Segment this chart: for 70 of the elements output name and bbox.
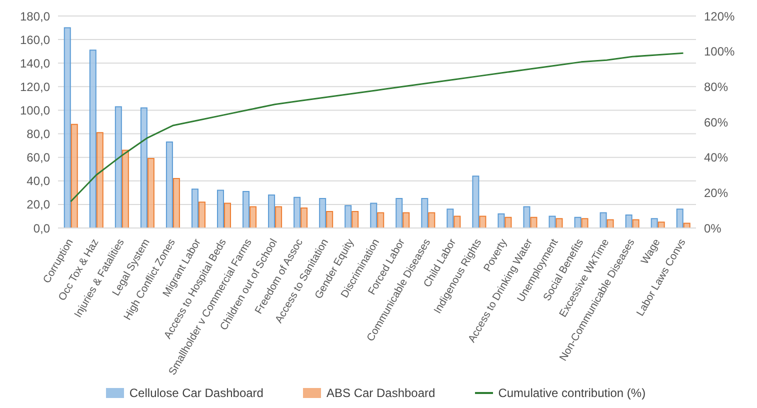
bar	[548, 216, 556, 228]
y2-tick-label: 20%	[704, 186, 728, 200]
bar	[600, 212, 607, 228]
y2-tick-label: 80%	[704, 80, 728, 94]
bar	[498, 213, 505, 228]
bar	[89, 50, 96, 228]
bar	[294, 196, 301, 228]
bar	[172, 178, 180, 228]
bar	[70, 124, 78, 228]
bar	[606, 219, 614, 228]
y2-tick-label: 60%	[704, 115, 728, 130]
bar	[140, 107, 148, 228]
bar	[428, 212, 436, 228]
y2-tick-label: 40%	[704, 150, 728, 165]
bar	[658, 222, 665, 228]
bar	[319, 198, 326, 228]
bar	[377, 212, 384, 228]
bar	[556, 218, 563, 228]
bar	[454, 216, 461, 228]
y-tick-label: 100,0	[20, 103, 50, 118]
bar	[504, 216, 512, 228]
y-tick-label: 140,0	[20, 56, 50, 70]
bar	[147, 158, 154, 228]
y-tick-label: 80,0	[26, 127, 50, 142]
bar	[114, 106, 122, 228]
y-tick-label: 180,0	[20, 9, 50, 24]
bar	[523, 206, 530, 228]
bar	[396, 198, 403, 228]
bar	[352, 211, 359, 228]
bar	[446, 208, 454, 228]
legend-label: Cumulative contribution (%)	[497, 386, 646, 400]
y2-tick-label: 0%	[704, 221, 722, 236]
bar	[574, 216, 582, 228]
bar	[198, 202, 206, 228]
bar	[300, 207, 308, 228]
y-tick-label: 60,0	[26, 150, 50, 165]
bar	[650, 218, 658, 228]
bar	[250, 206, 257, 228]
y-tick-label: 0,0	[33, 221, 50, 236]
bar	[344, 205, 352, 228]
bar	[421, 198, 428, 228]
bar	[268, 194, 276, 228]
bar	[581, 218, 588, 228]
bar	[326, 211, 334, 228]
y2-tick-label: 120%	[704, 9, 736, 24]
y2-tick-label: 100%	[704, 44, 736, 59]
bar	[275, 206, 282, 228]
bar	[64, 27, 71, 228]
bar	[632, 219, 640, 228]
bar	[479, 216, 486, 228]
bar	[224, 202, 231, 228]
line-series	[70, 52, 684, 202]
bar	[370, 202, 378, 228]
bar	[166, 142, 173, 228]
bar	[217, 190, 224, 228]
y-tick-label: 120,0	[20, 80, 50, 94]
y-tick-label: 40,0	[26, 174, 50, 188]
bar	[191, 188, 198, 228]
bar	[530, 216, 538, 228]
bar	[625, 214, 632, 228]
legend-label: Cellulose Car Dashboard	[128, 386, 264, 400]
bar	[472, 176, 480, 228]
bar	[402, 212, 410, 228]
y-tick-label: 160,0	[20, 32, 50, 47]
bar	[96, 132, 104, 228]
legend-label: ABS Car Dashboard	[325, 386, 436, 400]
bar	[122, 150, 129, 228]
bar	[676, 208, 684, 228]
bar	[242, 190, 250, 228]
y-tick-label: 20,0	[26, 198, 50, 212]
